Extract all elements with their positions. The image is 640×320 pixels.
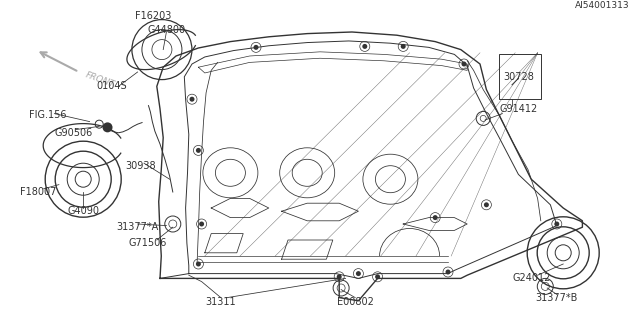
Text: FIG.156: FIG.156 (29, 110, 67, 120)
Circle shape (445, 269, 451, 275)
Circle shape (199, 221, 204, 227)
Circle shape (401, 44, 406, 49)
Text: FRONT: FRONT (84, 70, 116, 89)
Circle shape (375, 274, 380, 279)
Text: 31377*A: 31377*A (116, 222, 159, 232)
Circle shape (102, 122, 113, 132)
Circle shape (554, 221, 559, 227)
Circle shape (337, 274, 342, 279)
Text: G90506: G90506 (54, 128, 93, 138)
Circle shape (356, 271, 361, 276)
Circle shape (189, 97, 195, 102)
Circle shape (461, 61, 467, 67)
Text: E00802: E00802 (337, 297, 374, 308)
Text: F16203: F16203 (136, 11, 172, 21)
Text: 31377*B: 31377*B (536, 292, 578, 303)
Circle shape (362, 44, 367, 49)
Text: 0104S: 0104S (97, 81, 127, 92)
Circle shape (253, 45, 259, 50)
Text: G91412: G91412 (499, 104, 538, 114)
Circle shape (196, 148, 201, 153)
Circle shape (433, 215, 438, 220)
Text: 31311: 31311 (205, 297, 236, 308)
Text: G71506: G71506 (128, 238, 166, 248)
Circle shape (484, 202, 489, 207)
Circle shape (196, 261, 201, 267)
Text: AI54001313: AI54001313 (575, 1, 630, 10)
Text: G44800: G44800 (147, 25, 186, 36)
Text: 30728: 30728 (503, 72, 534, 82)
Text: 30938: 30938 (125, 161, 156, 172)
Text: F18007: F18007 (20, 187, 56, 197)
Text: G24012: G24012 (512, 273, 550, 284)
Text: G4090: G4090 (67, 206, 99, 216)
